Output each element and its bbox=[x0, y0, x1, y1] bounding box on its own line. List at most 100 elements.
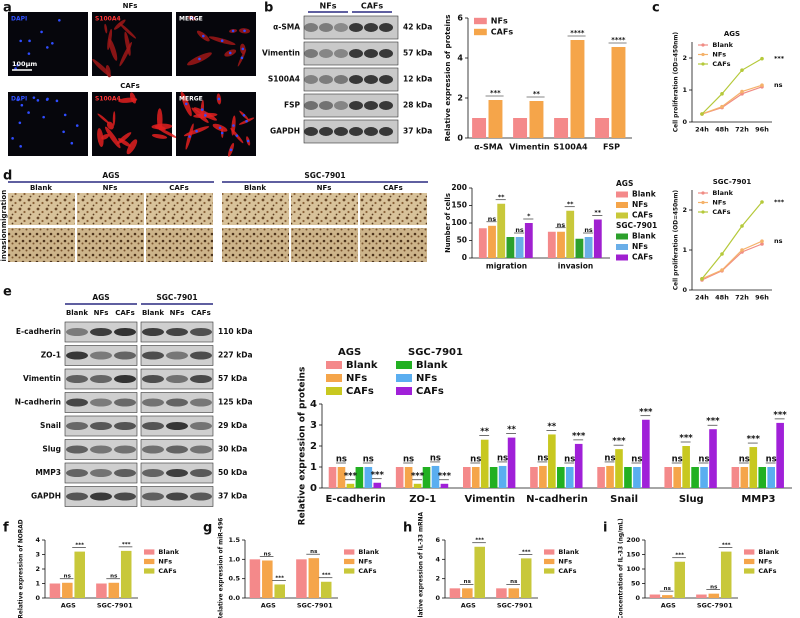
significance: ns bbox=[464, 579, 472, 585]
bar bbox=[606, 465, 614, 488]
protein-label: ZO-1 bbox=[41, 351, 61, 360]
nucleus bbox=[190, 16, 194, 20]
y-tick-label: 200 bbox=[451, 183, 467, 192]
legend-swatch bbox=[701, 191, 705, 195]
bar bbox=[740, 467, 749, 488]
legend-group: SGC-7901 bbox=[408, 347, 463, 358]
bar bbox=[566, 210, 575, 258]
legend-group: AGS bbox=[616, 179, 633, 188]
x-tick-label: ZO-1 bbox=[409, 494, 436, 505]
bar bbox=[355, 467, 364, 488]
bar bbox=[404, 467, 413, 488]
blot-band bbox=[90, 469, 112, 477]
nucleus bbox=[229, 148, 233, 152]
point bbox=[740, 68, 744, 72]
bar bbox=[749, 447, 758, 488]
blot-band bbox=[114, 328, 136, 336]
nucleus bbox=[75, 124, 79, 127]
legend-swatch bbox=[701, 43, 705, 47]
nucleus bbox=[19, 145, 22, 148]
nucleus bbox=[220, 131, 224, 135]
y-axis-label: Relative expression of proteins bbox=[298, 367, 308, 526]
bar bbox=[575, 238, 584, 258]
legend-swatch bbox=[396, 387, 412, 395]
bar bbox=[364, 467, 373, 488]
x-tick-label: SGC-7901 bbox=[97, 602, 133, 610]
blot-band bbox=[90, 422, 112, 430]
blot-strip bbox=[64, 462, 138, 484]
blot-band bbox=[114, 351, 136, 360]
significance: *** bbox=[639, 407, 653, 417]
significance: *** bbox=[411, 471, 425, 481]
nucleus bbox=[184, 102, 188, 106]
point bbox=[700, 277, 704, 281]
bar bbox=[488, 100, 503, 138]
condition: CAFs bbox=[383, 184, 403, 192]
significance: ns bbox=[774, 237, 783, 245]
panel-label: e bbox=[3, 285, 12, 300]
migration-image bbox=[77, 193, 144, 225]
y-tick-label: 1.0 bbox=[228, 555, 240, 563]
protein-label: MMP3 bbox=[35, 468, 61, 477]
y-tick-label: 1 bbox=[682, 246, 687, 254]
bar bbox=[513, 118, 528, 138]
x-tick-label: E-cadherin bbox=[325, 494, 385, 505]
y-tick-label: 50 bbox=[457, 236, 467, 245]
y-tick-label: 2 bbox=[457, 94, 463, 103]
micrograph bbox=[8, 12, 88, 76]
legend-swatch bbox=[474, 28, 487, 36]
legend-swatch bbox=[544, 549, 555, 555]
bar bbox=[515, 237, 524, 258]
significance: *** bbox=[706, 417, 720, 427]
legend-swatch bbox=[616, 212, 628, 219]
bar bbox=[262, 560, 273, 598]
blot-band bbox=[114, 445, 136, 454]
nucleus bbox=[28, 39, 31, 43]
y-tick-label: 0 bbox=[457, 134, 463, 143]
point bbox=[700, 112, 704, 116]
bar bbox=[296, 559, 307, 598]
significance: ns bbox=[672, 455, 683, 465]
size-label: 29 kDa bbox=[218, 421, 247, 430]
size-label: 227 kDa bbox=[218, 351, 253, 360]
bar bbox=[700, 467, 708, 488]
cell-signal bbox=[151, 133, 168, 139]
protein-label: Slug bbox=[42, 445, 61, 454]
significance: ns bbox=[631, 455, 642, 465]
bar bbox=[395, 467, 404, 488]
nucleus bbox=[32, 96, 36, 99]
nucleus bbox=[231, 29, 235, 33]
condition: CAFs bbox=[169, 184, 189, 192]
significance: *** bbox=[722, 543, 731, 549]
legend-swatch bbox=[616, 191, 628, 198]
bar bbox=[649, 594, 661, 598]
significance: ns bbox=[363, 455, 374, 465]
x-tick-label: α-SMA bbox=[474, 143, 504, 152]
y-tick-label: 4 bbox=[457, 54, 463, 63]
protein-label: GAPDH bbox=[270, 127, 300, 136]
significance: ** bbox=[567, 200, 574, 208]
blot-band bbox=[364, 49, 378, 58]
blot-band bbox=[334, 49, 348, 58]
cell-signal bbox=[104, 23, 108, 34]
bar bbox=[373, 482, 382, 488]
legend-label: Blank bbox=[358, 548, 379, 556]
blot-band bbox=[142, 422, 164, 430]
significance: ns bbox=[510, 579, 518, 585]
nucleus bbox=[220, 39, 224, 43]
blot-band bbox=[166, 445, 188, 454]
legend-label: Blank bbox=[758, 548, 779, 556]
condition: Blank bbox=[142, 309, 164, 317]
x-tick-label: Snail bbox=[610, 494, 638, 505]
point bbox=[760, 239, 764, 243]
bar bbox=[249, 559, 261, 598]
legend-swatch bbox=[344, 558, 355, 565]
size-label: 57 kDa bbox=[218, 374, 247, 383]
legend-label: CAFs bbox=[632, 211, 653, 220]
migration-image bbox=[222, 193, 289, 225]
y-tick-label: 3 bbox=[310, 420, 317, 431]
blot-band bbox=[142, 469, 164, 477]
bar bbox=[611, 47, 626, 138]
significance: *** bbox=[490, 89, 501, 97]
